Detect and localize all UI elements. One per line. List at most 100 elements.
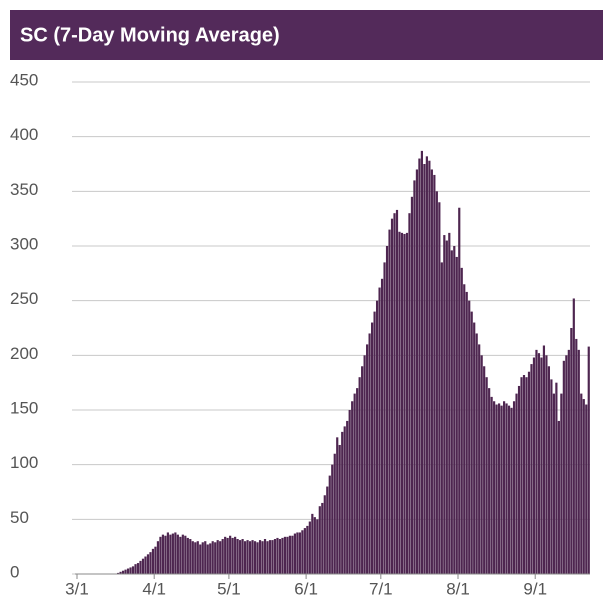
bar xyxy=(328,475,331,574)
bar xyxy=(229,535,232,574)
bar xyxy=(291,535,294,574)
x-tick-label: 5/1 xyxy=(217,579,241,598)
bar xyxy=(363,355,366,574)
bar xyxy=(159,536,162,574)
bar xyxy=(438,202,441,574)
bar xyxy=(468,300,471,574)
bar xyxy=(214,542,217,574)
bar xyxy=(184,535,187,574)
bar xyxy=(348,410,351,574)
bar xyxy=(425,156,428,574)
bar xyxy=(131,566,135,574)
x-tick-label: 3/1 xyxy=(65,579,89,598)
bar xyxy=(408,213,411,574)
bar xyxy=(149,552,152,574)
bar xyxy=(124,569,127,574)
bar xyxy=(420,150,424,574)
bar xyxy=(430,169,433,574)
bar xyxy=(179,536,182,574)
y-tick-label: 150 xyxy=(10,398,38,417)
bar xyxy=(303,528,306,574)
bar xyxy=(520,377,523,574)
bar xyxy=(368,333,371,574)
bar xyxy=(283,536,287,574)
bar xyxy=(268,540,272,574)
bar xyxy=(458,207,461,574)
bar xyxy=(204,541,207,574)
bar xyxy=(201,542,204,574)
bar xyxy=(231,537,234,574)
y-tick-label: 50 xyxy=(10,508,29,527)
bar xyxy=(146,554,150,574)
bar xyxy=(333,453,336,574)
bar xyxy=(413,180,416,574)
bar xyxy=(517,385,521,574)
bar xyxy=(298,532,301,574)
bar xyxy=(266,541,269,574)
bar xyxy=(423,164,426,574)
bar xyxy=(256,542,259,574)
bar xyxy=(375,300,379,574)
bar xyxy=(116,572,120,574)
bar xyxy=(445,240,448,575)
bar xyxy=(393,213,396,574)
chart-title: SC (7-Day Moving Average) xyxy=(20,24,280,46)
bar xyxy=(211,541,214,574)
bar xyxy=(502,401,506,574)
bar xyxy=(465,291,468,574)
y-tick-label: 250 xyxy=(10,289,38,308)
bar xyxy=(176,534,179,574)
bar xyxy=(470,311,473,574)
bar xyxy=(542,345,546,574)
bar xyxy=(281,537,284,574)
bar xyxy=(585,404,588,574)
bar xyxy=(587,346,590,574)
bar xyxy=(154,546,157,574)
bar xyxy=(515,393,518,574)
bar xyxy=(577,349,580,574)
bar xyxy=(248,541,252,574)
bar xyxy=(495,404,498,574)
bar xyxy=(119,571,122,574)
bar xyxy=(316,519,319,574)
bar xyxy=(311,513,314,574)
bar xyxy=(306,525,309,574)
y-tick-label: 350 xyxy=(10,180,38,199)
bar xyxy=(323,495,326,574)
bar xyxy=(555,382,558,574)
bar xyxy=(278,539,282,574)
bar xyxy=(500,405,503,574)
bar xyxy=(522,375,526,574)
bar xyxy=(582,399,585,574)
bar xyxy=(410,196,414,575)
bar xyxy=(448,232,451,574)
bar xyxy=(540,357,543,574)
bar xyxy=(239,540,242,574)
bar xyxy=(139,560,142,574)
x-tick-label: 7/1 xyxy=(369,579,393,598)
bar xyxy=(258,540,262,574)
bar xyxy=(134,564,137,574)
bar xyxy=(234,536,237,574)
bar xyxy=(164,535,167,574)
bar xyxy=(196,541,199,574)
bar xyxy=(478,344,481,574)
x-tick-label: 9/1 xyxy=(523,579,547,598)
bar xyxy=(221,539,224,574)
bar xyxy=(418,158,421,575)
bar xyxy=(507,405,511,574)
bar xyxy=(490,396,493,574)
bar xyxy=(510,407,513,574)
bar xyxy=(532,357,536,574)
bar xyxy=(537,353,541,574)
bar xyxy=(488,388,491,574)
bar xyxy=(219,541,222,574)
bar xyxy=(336,437,339,574)
bar xyxy=(313,517,316,574)
bar xyxy=(455,256,458,574)
bar xyxy=(400,232,404,574)
bar xyxy=(216,540,219,574)
bar xyxy=(570,328,573,574)
bar xyxy=(453,246,456,574)
